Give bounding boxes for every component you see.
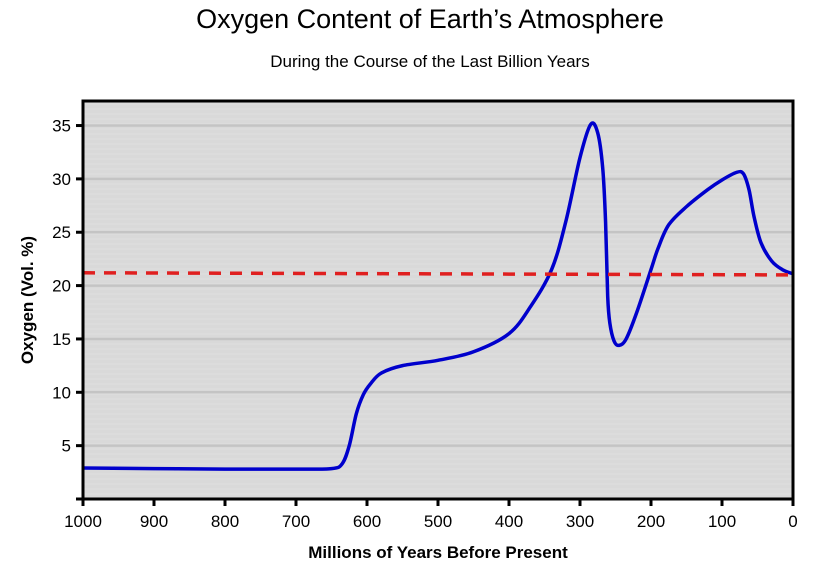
plot-border xyxy=(81,99,795,501)
x-tick-label: 400 xyxy=(495,512,523,531)
x-axis-label: Millions of Years Before Present xyxy=(308,543,568,562)
x-tick-label: 200 xyxy=(637,512,665,531)
plot-background xyxy=(83,101,793,499)
x-tick-label: 600 xyxy=(353,512,381,531)
chart-title: Oxygen Content of Earth’s Atmosphere xyxy=(196,4,664,34)
y-tick-label: 15 xyxy=(52,330,71,349)
y-tick-label: 25 xyxy=(52,223,71,242)
chart-subtitle: During the Course of the Last Billion Ye… xyxy=(270,52,590,71)
y-tick-label: 10 xyxy=(52,383,71,402)
x-tick-label: 500 xyxy=(424,512,452,531)
reference-line xyxy=(82,271,794,277)
x-tick-label: 300 xyxy=(566,512,594,531)
x-tick-label: 1000 xyxy=(64,512,102,531)
x-tick-label: 800 xyxy=(211,512,239,531)
x-tick-label: 0 xyxy=(788,512,797,531)
x-tick-label: 100 xyxy=(708,512,736,531)
y-tick-label: 20 xyxy=(52,277,71,296)
y-tick-label: 35 xyxy=(52,117,71,136)
x-tick-label: 900 xyxy=(140,512,168,531)
x-tick-label: 700 xyxy=(282,512,310,531)
y-tick-label: 30 xyxy=(52,170,71,189)
oxygen-curve xyxy=(82,121,794,471)
y-tick-label: 5 xyxy=(62,437,71,456)
y-axis-label: Oxygen (Vol. %) xyxy=(18,236,37,364)
